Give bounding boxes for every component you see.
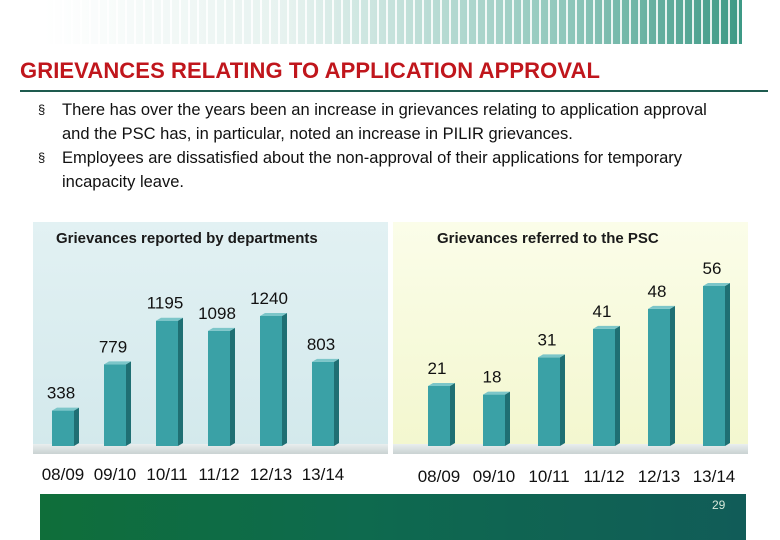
bar-1-13/14 xyxy=(703,283,730,446)
bar-top xyxy=(648,305,675,309)
value-label: 48 xyxy=(648,282,667,301)
bar-top xyxy=(593,325,620,329)
value-label: 338 xyxy=(47,384,75,403)
bar-front xyxy=(312,361,334,446)
footer-band xyxy=(40,494,746,540)
value-label: 779 xyxy=(99,337,127,356)
bar-top xyxy=(312,358,339,362)
bullet-marker: § xyxy=(38,150,46,165)
bar-1-09/10 xyxy=(483,391,510,446)
value-label: 31 xyxy=(538,330,557,349)
x-tick-label: 09/10 xyxy=(94,465,137,484)
x-tick-label: 08/09 xyxy=(42,465,85,484)
x-tick-label: 13/14 xyxy=(302,465,345,484)
bullet-item: § There has over the years been an incre… xyxy=(38,98,738,146)
bar-0-12/13 xyxy=(260,313,287,446)
header-decoration-band xyxy=(44,0,742,44)
chart-right-title: Grievances referred to the PSC xyxy=(437,230,659,247)
value-label: 1240 xyxy=(250,289,288,308)
bar-top xyxy=(52,407,79,411)
bar-side xyxy=(670,305,675,446)
bar-front xyxy=(208,330,230,446)
bar-side xyxy=(126,361,131,446)
bar-0-09/10 xyxy=(104,361,131,446)
bar-front xyxy=(156,320,178,446)
bar-side xyxy=(230,327,235,446)
x-tick-label: 12/13 xyxy=(250,465,293,484)
bar-1-11/12 xyxy=(593,325,620,446)
bar-0-13/14 xyxy=(312,358,339,446)
bullet-text: Employees are dissatisfied about the non… xyxy=(62,149,683,191)
bar-side xyxy=(334,358,339,446)
bar-1-12/13 xyxy=(648,305,675,446)
bar-side xyxy=(74,407,79,446)
value-label: 1098 xyxy=(198,304,236,323)
value-label: 41 xyxy=(593,302,612,321)
bullet-text: There has over the years been an increas… xyxy=(62,101,707,143)
x-tick-label: 11/12 xyxy=(583,467,624,486)
value-label: 56 xyxy=(703,259,722,278)
bar-front xyxy=(593,328,615,446)
bar-side xyxy=(505,391,510,446)
value-label: 18 xyxy=(483,368,502,387)
bar-1-08/09 xyxy=(428,383,455,446)
bar-side xyxy=(615,325,620,446)
value-label: 1195 xyxy=(147,294,184,313)
bar-0-11/12 xyxy=(208,327,235,446)
bar-top xyxy=(483,391,510,395)
bar-0-08/09 xyxy=(52,407,79,446)
bar-top xyxy=(703,283,730,286)
bullet-marker: § xyxy=(38,102,46,117)
bar-front xyxy=(648,308,670,446)
bar-front xyxy=(703,286,725,446)
chart-right-floor xyxy=(393,444,748,454)
chart-left-floor xyxy=(33,444,388,454)
x-tick-label: 12/13 xyxy=(638,467,681,486)
bar-side xyxy=(560,354,565,446)
x-tick-label: 08/09 xyxy=(418,467,461,486)
bar-top xyxy=(260,313,287,316)
bar-front xyxy=(52,410,74,446)
x-tick-label: 10/11 xyxy=(528,467,569,486)
value-label: 21 xyxy=(428,359,447,378)
bullet-item: § Employees are dissatisfied about the n… xyxy=(38,146,738,194)
chart-left-title: Grievances reported by departments xyxy=(56,230,318,247)
x-tick-label: 13/14 xyxy=(693,467,736,486)
bar-front xyxy=(428,386,450,446)
bar-front xyxy=(538,357,560,446)
page-title: GRIEVANCES RELATING TO APPLICATION APPRO… xyxy=(20,58,600,83)
value-label: 803 xyxy=(307,335,335,354)
page-number: 29 xyxy=(712,498,726,512)
bar-side xyxy=(450,383,455,446)
bar-0-10/11 xyxy=(156,317,183,446)
bar-top xyxy=(538,354,565,358)
bar-top xyxy=(104,361,131,365)
bar-top xyxy=(428,383,455,386)
bar-side xyxy=(178,317,183,446)
bar-side xyxy=(725,283,730,446)
bar-1-10/11 xyxy=(538,354,565,446)
bullet-list: § There has over the years been an incre… xyxy=(38,98,738,194)
bar-front xyxy=(104,364,126,446)
bar-side xyxy=(282,313,287,446)
bar-top xyxy=(208,327,235,331)
bar-top xyxy=(156,317,183,321)
x-tick-label: 11/12 xyxy=(198,465,239,484)
x-tick-label: 10/11 xyxy=(146,465,187,484)
bar-front xyxy=(260,316,282,446)
title-divider xyxy=(20,90,768,92)
x-tick-label: 09/10 xyxy=(473,467,516,486)
bar-front xyxy=(483,394,505,446)
